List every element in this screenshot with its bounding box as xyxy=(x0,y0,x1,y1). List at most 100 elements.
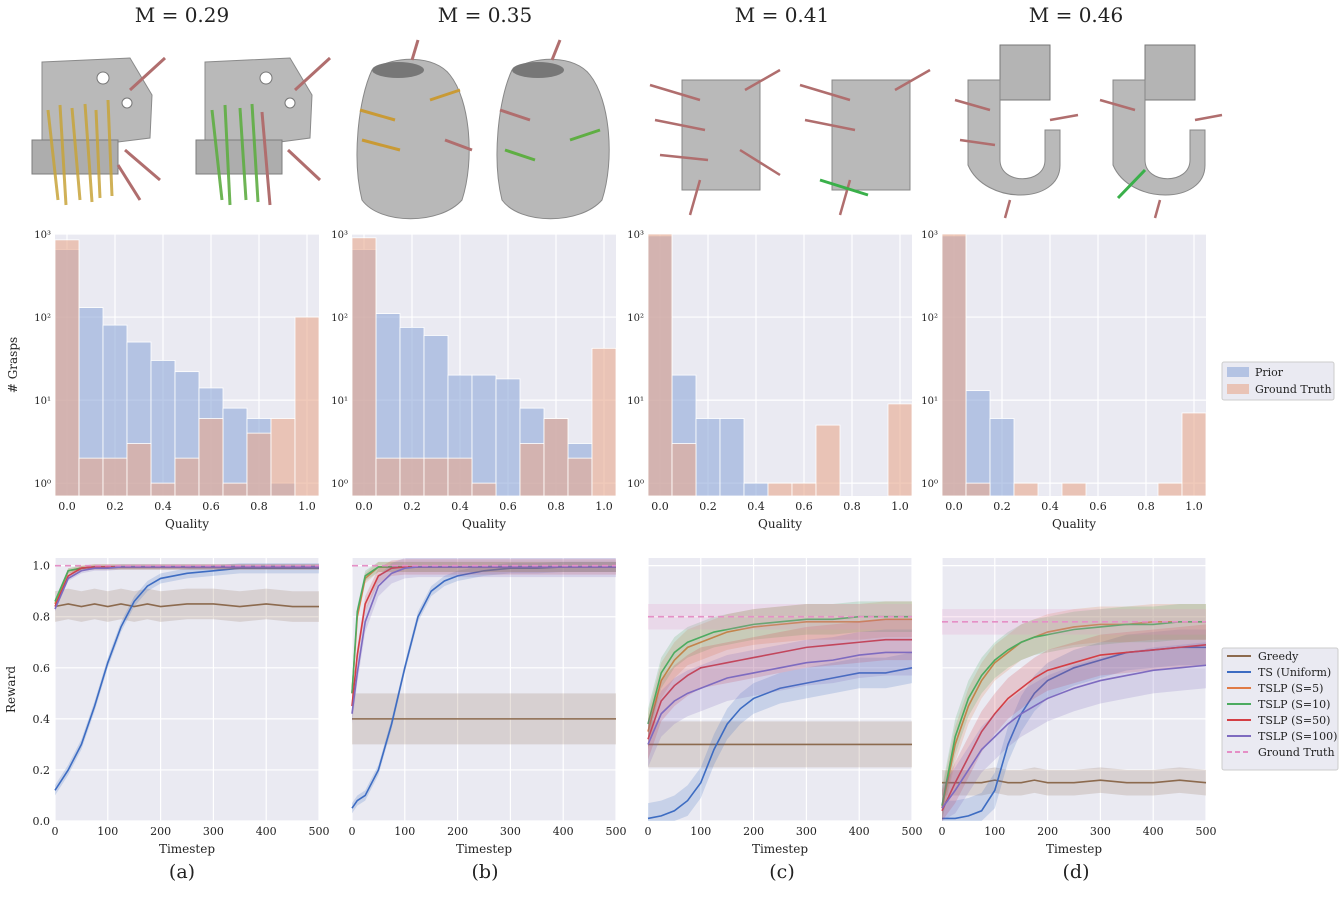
y-axis-label: Reward xyxy=(4,666,18,713)
histogram-panel-c: 0.0 0.2 0.4 0.6 0.8 1.0 10⁰ 10¹ 10² 10³ Quality xyxy=(627,230,913,531)
x-axis-label: Quality xyxy=(462,517,506,531)
x-tick-label: 1.0 xyxy=(1185,500,1203,513)
legend-label-prior: Prior xyxy=(1255,366,1284,379)
x-tick-label: 500 xyxy=(1196,825,1217,838)
y-tick-label: 10⁰ xyxy=(34,479,51,490)
reward-panel-d: 0 100 200 300 400 500 Timestep xyxy=(939,558,1217,856)
render-a-right xyxy=(195,56,332,206)
x-tick-label: 0.6 xyxy=(499,500,517,513)
histogram-bar xyxy=(591,347,617,497)
x-tick-label: 0.8 xyxy=(843,500,861,513)
x-tick-label: 0 xyxy=(645,825,652,838)
x-tick-label: 1.0 xyxy=(891,500,909,513)
x-tick-label: 400 xyxy=(1143,825,1164,838)
column-caption-b: (b) xyxy=(472,861,499,883)
histogram-bar xyxy=(1061,482,1087,497)
histogram-bar xyxy=(78,457,104,497)
render-b-right xyxy=(496,39,610,220)
x-axis-label: Quality xyxy=(758,517,802,531)
series-line xyxy=(54,566,319,610)
x-tick-label: 300 xyxy=(500,825,521,838)
confidence-band xyxy=(942,603,1206,821)
histogram-bar xyxy=(965,482,991,497)
confidence-band xyxy=(648,619,912,760)
plot-area xyxy=(352,558,616,821)
x-tick-label: 300 xyxy=(203,825,224,838)
legend-label-ground-truth: Ground Truth xyxy=(1255,383,1332,396)
histogram-bar xyxy=(270,418,296,497)
legend-label: TSLP (S=50) xyxy=(1258,714,1330,727)
x-tick-label: 0.2 xyxy=(993,500,1011,513)
y-tick-label: 10¹ xyxy=(331,396,348,407)
reward-panel-a: 0 100 200 300 400 500 0.0 0.2 0.4 0.6 0.8 1.0 Timest… xyxy=(4,558,330,856)
x-tick-label: 500 xyxy=(902,825,923,838)
x-tick-label: 400 xyxy=(849,825,870,838)
histogram-bar xyxy=(791,482,817,497)
x-axis-label: Timestep xyxy=(456,842,512,856)
y-tick-label: 10² xyxy=(34,313,51,324)
x-tick-label: 400 xyxy=(553,825,574,838)
histogram-bar xyxy=(423,457,449,497)
histogram-bar xyxy=(815,424,841,497)
render-c-right xyxy=(799,68,931,216)
x-tick-label: 1.0 xyxy=(298,500,316,513)
confidence-band xyxy=(648,601,912,750)
confidence-band xyxy=(648,629,912,768)
x-tick-label: 0 xyxy=(52,825,59,838)
x-tick-label: 0.4 xyxy=(1041,500,1059,513)
x-tick-label: 0.6 xyxy=(202,500,220,513)
histogram-bar xyxy=(471,482,497,497)
x-tick-label: 0 xyxy=(939,825,946,838)
y-tick-label: 10³ xyxy=(331,230,348,241)
histogram-bar xyxy=(695,418,721,497)
y-tick-label: 10¹ xyxy=(627,396,644,407)
x-tick-label: 100 xyxy=(394,825,415,838)
histogram-bar xyxy=(743,482,769,497)
y-tick-label: 10⁰ xyxy=(921,479,938,490)
histogram-bar xyxy=(126,443,152,497)
histogram-bar xyxy=(965,390,991,497)
x-tick-label: 0.8 xyxy=(547,500,565,513)
y-axis-label: # Grasps xyxy=(6,337,20,393)
y-tick-label: 10³ xyxy=(34,230,51,241)
x-tick-label: 0.6 xyxy=(795,500,813,513)
plot-area xyxy=(648,558,912,821)
histogram-bar xyxy=(519,443,545,497)
histogram-bar xyxy=(471,374,497,497)
confidence-band xyxy=(648,652,912,821)
histogram-bar xyxy=(399,457,425,497)
histogram-bar xyxy=(719,418,745,497)
y-tick-label: 10³ xyxy=(921,230,938,241)
column-title-a: M = 0.29 xyxy=(135,3,229,27)
y-tick-label: 0.0 xyxy=(33,815,51,828)
x-tick-label: 0.4 xyxy=(747,500,765,513)
confidence-band xyxy=(352,559,616,714)
series-line xyxy=(942,779,1207,784)
render-a-left xyxy=(31,56,167,206)
x-tick-label: 0.0 xyxy=(945,500,963,513)
histogram-bar xyxy=(198,418,224,497)
y-tick-label: 10⁰ xyxy=(627,479,644,490)
y-tick-label: 0.4 xyxy=(33,713,51,726)
series-line xyxy=(941,644,1207,812)
series-line xyxy=(54,603,319,608)
histogram-bar xyxy=(447,457,473,497)
x-tick-label: 1.0 xyxy=(595,500,613,513)
legend-label: TSLP (S=10) xyxy=(1258,698,1330,711)
series-line xyxy=(647,651,912,745)
histogram-panel-a: 0.0 0.2 0.4 0.6 0.8 1.0 10⁰ 10¹ 10² 10³ Quality # G… xyxy=(6,230,320,531)
histogram-bar xyxy=(222,482,248,497)
x-axis-label: Quality xyxy=(165,517,209,531)
column-title-b: M = 0.35 xyxy=(438,3,532,27)
render-d-left xyxy=(954,44,1079,219)
histogram-bar xyxy=(941,233,967,497)
confidence-band xyxy=(352,558,616,724)
y-tick-label: 10¹ xyxy=(34,396,51,407)
x-tick-label: 0.4 xyxy=(451,500,469,513)
x-axis-label: Quality xyxy=(1052,517,1096,531)
reward-panel-b: 0 100 200 300 400 500 Timestep xyxy=(349,558,627,856)
confidence-band xyxy=(942,603,1206,821)
series-line xyxy=(54,567,319,791)
column-title-c: M = 0.41 xyxy=(735,3,829,27)
x-tick-label: 0.6 xyxy=(1089,500,1107,513)
